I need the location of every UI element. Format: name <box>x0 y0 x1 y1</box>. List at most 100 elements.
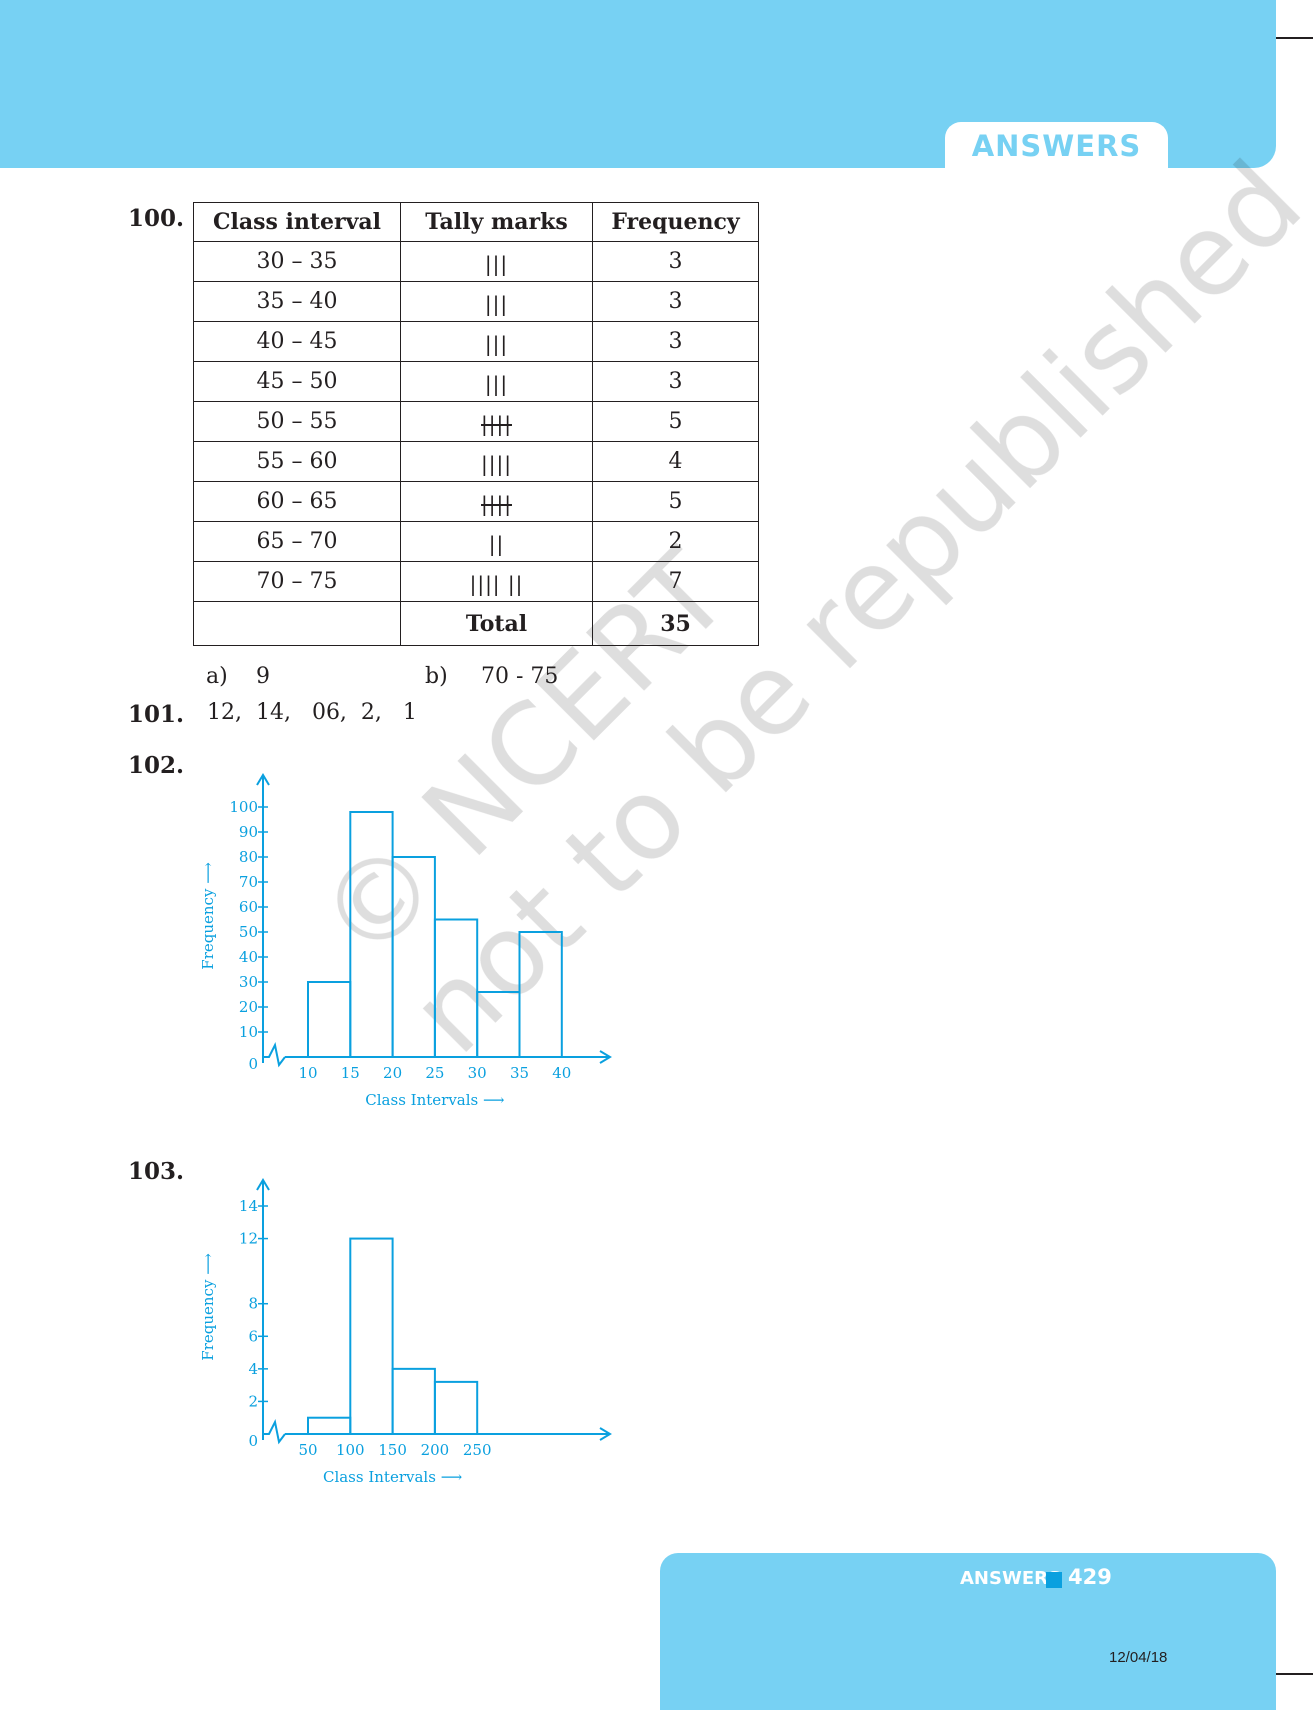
x-tick-label: 250 <box>463 1441 492 1459</box>
table-row: 30 – 35 ||| 3 <box>193 241 759 282</box>
print-date: 12/04/18 <box>1109 1649 1168 1666</box>
tally-cell: || <box>400 521 593 562</box>
x-tick-label: 35 <box>510 1064 529 1082</box>
tally-marks-five: |||| <box>481 492 512 516</box>
y-tick-label: 12 <box>239 1230 258 1248</box>
y-axis-label: Frequency ⟶ <box>199 1253 217 1360</box>
tally-cell: |||| || <box>400 561 593 602</box>
footer-label: ANSWERS <box>960 1568 1061 1589</box>
table-row: 50 – 55 |||| 5 <box>193 401 759 442</box>
question-number-103: 103. <box>128 1158 185 1185</box>
class-interval-cell: 65 – 70 <box>193 521 401 562</box>
table-header-row: Class interval Tally marks Frequency <box>193 202 759 242</box>
y-axis-label: Frequency ⟶ <box>199 862 217 969</box>
answer-b-label: b) <box>425 664 448 689</box>
frequency-cell: 5 <box>592 401 759 442</box>
total-value: 35 <box>592 601 759 646</box>
frequency-cell: 5 <box>592 481 759 522</box>
y-tick-label: 20 <box>239 998 258 1016</box>
table-row: 65 – 70 || 2 <box>193 521 759 562</box>
y-tick-label: 100 <box>229 798 258 816</box>
class-interval-cell: 40 – 45 <box>193 321 401 362</box>
class-interval-cell: 35 – 40 <box>193 281 401 322</box>
question-number-102: 102. <box>128 752 185 779</box>
y-tick-label: 30 <box>239 973 258 991</box>
frequency-cell: 3 <box>592 321 759 362</box>
answer-a-label: a) <box>206 664 228 689</box>
y-tick-label: 90 <box>239 823 258 841</box>
table-row: 70 – 75 |||| || 7 <box>193 561 759 602</box>
y-tick-label: 0 <box>248 1432 258 1450</box>
x-tick-label: 10 <box>298 1064 317 1082</box>
y-tick-label: 6 <box>248 1327 258 1345</box>
histogram-bar <box>433 1380 479 1435</box>
tally-marks: ||| <box>484 252 509 276</box>
crop-mark <box>1262 1673 1313 1675</box>
question-number-101: 101. <box>128 701 185 728</box>
class-interval-cell: 30 – 35 <box>193 241 401 282</box>
x-tick-label: 25 <box>425 1064 444 1082</box>
table-row: 55 – 60 |||| 4 <box>193 441 759 482</box>
column-header-frequency: Frequency <box>592 202 759 242</box>
frequency-cell: 7 <box>592 561 759 602</box>
x-tick-label: 30 <box>468 1064 487 1082</box>
frequency-cell: 2 <box>592 521 759 562</box>
histogram-bar <box>391 856 436 1058</box>
y-tick-label: 14 <box>239 1197 258 1215</box>
frequency-cell: 3 <box>592 241 759 282</box>
tally-cell: ||| <box>400 281 593 322</box>
tally-marks: ||| <box>484 332 509 356</box>
tally-cell: ||| <box>400 361 593 402</box>
histogram-bar <box>391 1367 436 1436</box>
table-row: 40 – 45 ||| 3 <box>193 321 759 362</box>
x-tick-label: 15 <box>341 1064 360 1082</box>
tally-cell: |||| <box>400 401 593 442</box>
class-interval-cell: 50 – 55 <box>193 401 401 442</box>
histogram-bar <box>476 991 521 1058</box>
answers-tab: ANSWERS <box>945 122 1168 168</box>
histogram-bar <box>307 981 352 1058</box>
column-header-tally-marks: Tally marks <box>400 202 593 242</box>
y-tick-label: 8 <box>248 1295 258 1313</box>
crop-mark <box>1262 37 1313 39</box>
histogram-102: 0 10 20 30 40 50 60 70 80 90 100 10 15 20 25 30 35 40 Clas… <box>199 773 612 1109</box>
tally-marks-five: |||| <box>481 412 512 436</box>
tally-cell: |||| <box>400 441 593 482</box>
x-tick-label: 20 <box>383 1064 402 1082</box>
answer-101: 12, 14, 06, 2, 1 <box>207 700 417 725</box>
x-tick-label: 100 <box>336 1441 365 1459</box>
x-tick-label: 200 <box>421 1441 450 1459</box>
y-tick-label: 70 <box>239 873 258 891</box>
y-axis-arrow <box>256 1178 270 1191</box>
total-label: Total <box>400 601 593 646</box>
x-tick-label: 150 <box>378 1441 407 1459</box>
histogram-bar <box>518 931 563 1058</box>
tally-cell: ||| <box>400 241 593 282</box>
x-axis-label: Class Intervals ⟶ <box>365 1091 504 1109</box>
column-header-class-interval: Class interval <box>193 202 401 242</box>
table-row: 35 – 40 ||| 3 <box>193 281 759 322</box>
class-interval-cell: 45 – 50 <box>193 361 401 402</box>
frequency-table: Class interval Tally marks Frequency 30 … <box>193 202 759 646</box>
tally-marks: |||| || <box>469 572 524 596</box>
table-row: 60 – 65 |||| 5 <box>193 481 759 522</box>
tally-marks: ||| <box>484 372 509 396</box>
table-row: 45 – 50 ||| 3 <box>193 361 759 402</box>
histogram-bar <box>433 918 479 1058</box>
x-tick-label: 50 <box>298 1441 317 1459</box>
tally-marks: || <box>488 532 505 556</box>
class-interval-cell: 55 – 60 <box>193 441 401 482</box>
tally-cell: ||| <box>400 321 593 362</box>
x-axis-label: Class Intervals ⟶ <box>323 1468 462 1486</box>
y-tick-label: 60 <box>239 898 258 916</box>
frequency-cell: 4 <box>592 441 759 482</box>
class-interval-cell: 60 – 65 <box>193 481 401 522</box>
y-tick-label: 50 <box>239 923 258 941</box>
x-tick-label: 40 <box>552 1064 571 1082</box>
tally-marks: ||| <box>484 292 509 316</box>
x-axis-arrow <box>599 1050 612 1064</box>
footer-band <box>660 1553 1276 1710</box>
answer-a-value: 9 <box>256 664 270 689</box>
frequency-cell: 3 <box>592 281 759 322</box>
y-tick-label: 0 <box>248 1055 258 1073</box>
